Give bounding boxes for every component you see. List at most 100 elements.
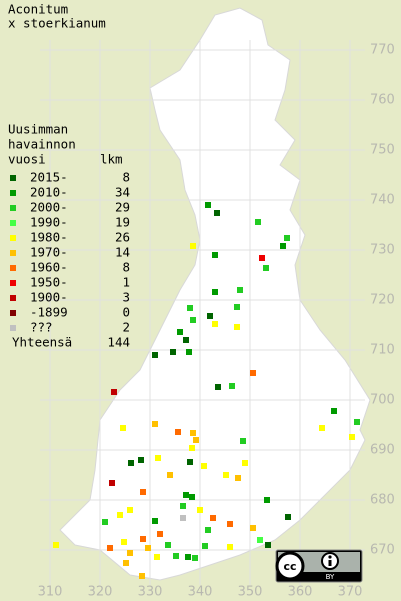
observation-square (205, 527, 211, 533)
observation-square (215, 384, 221, 390)
observation-square (205, 202, 211, 208)
observation-square (123, 560, 129, 566)
observation-square (229, 383, 235, 389)
observation-square (167, 472, 173, 478)
legend-count: 0 (122, 305, 130, 320)
observation-square (284, 235, 290, 241)
y-axis-label: 770 (370, 43, 395, 58)
legend-count: 19 (115, 215, 130, 230)
observation-square (180, 515, 186, 521)
observation-square (127, 550, 133, 556)
observation-square (285, 514, 291, 520)
y-axis-label: 750 (370, 143, 395, 158)
legend-count: 14 (115, 245, 130, 260)
observations (53, 202, 360, 579)
legend-count: 26 (115, 230, 130, 245)
legend-swatch (10, 280, 16, 286)
observation-square (121, 539, 127, 545)
legend-swatch (10, 310, 16, 316)
y-axis-label: 690 (370, 443, 395, 458)
legend-count: 34 (115, 185, 130, 200)
observation-square (263, 265, 269, 271)
observation-square (257, 537, 263, 543)
observation-square (53, 542, 59, 548)
legend-total-label: Yhteensä (12, 335, 72, 350)
legend-swatch (10, 325, 16, 331)
observation-square (234, 324, 240, 330)
observation-square (183, 492, 189, 498)
title-line: Aconitum (8, 2, 68, 17)
observation-square (157, 531, 163, 537)
x-axis-label: 350 (238, 585, 263, 600)
observation-square (250, 525, 256, 531)
observation-square (152, 352, 158, 358)
observation-square (227, 521, 233, 527)
legend-label: ??? (30, 320, 53, 335)
legend-label: -1899 (30, 305, 68, 320)
observation-square (107, 545, 113, 551)
legend-label: 1980- (30, 230, 68, 245)
observation-square (127, 507, 133, 513)
legend-label: 1950- (30, 275, 68, 290)
legend-count: 3 (122, 290, 130, 305)
observation-square (210, 515, 216, 521)
observation-square (109, 480, 115, 486)
observation-square (354, 419, 360, 425)
observation-square (331, 408, 337, 414)
legend-label: 2015- (30, 170, 68, 185)
observation-square (212, 321, 218, 327)
legend-swatch (10, 295, 16, 301)
legend-count-header: lkm (100, 152, 123, 167)
observation-square (319, 425, 325, 431)
observation-square (207, 313, 213, 319)
observation-square (280, 243, 286, 249)
x-axis-label: 310 (38, 585, 63, 600)
observation-square (187, 459, 193, 465)
legend-label: 2010- (30, 185, 68, 200)
observation-square (173, 553, 179, 559)
title-line: x stoerkianum (8, 16, 106, 31)
observation-square (227, 544, 233, 550)
legend-header: havainnon (8, 137, 76, 152)
observation-square (237, 287, 243, 293)
legend-swatch (10, 205, 16, 211)
y-axis-label: 710 (370, 343, 395, 358)
observation-square (140, 536, 146, 542)
y-axis-label: 730 (370, 243, 395, 258)
observation-square (102, 519, 108, 525)
observation-square (165, 542, 171, 548)
observation-square (212, 289, 218, 295)
observation-square (235, 475, 241, 481)
observation-square (190, 430, 196, 436)
legend-count: 8 (122, 260, 130, 275)
legend-swatch (10, 190, 16, 196)
legend-count: 8 (122, 170, 130, 185)
observation-square (234, 304, 240, 310)
legend-label: 2000- (30, 200, 68, 215)
x-axis-label: 360 (288, 585, 313, 600)
legend-count: 29 (115, 200, 130, 215)
observation-square (201, 463, 207, 469)
license-badge: cc BY (275, 549, 363, 583)
observation-square (145, 545, 151, 551)
legend-swatch (10, 235, 16, 241)
observation-square (250, 370, 256, 376)
observation-square (117, 512, 123, 518)
observation-square (214, 210, 220, 216)
legend-label: 1900- (30, 290, 68, 305)
legend-swatch (10, 220, 16, 226)
observation-square (212, 252, 218, 258)
observation-square (120, 425, 126, 431)
observation-square (265, 542, 271, 548)
observation-square (175, 429, 181, 435)
observation-square (170, 349, 176, 355)
observation-square (223, 472, 229, 478)
x-axis-label: 370 (338, 585, 363, 600)
legend-swatch (10, 265, 16, 271)
y-axis-label: 720 (370, 293, 395, 308)
legend-label: 1960- (30, 260, 68, 275)
observation-square (185, 554, 191, 560)
